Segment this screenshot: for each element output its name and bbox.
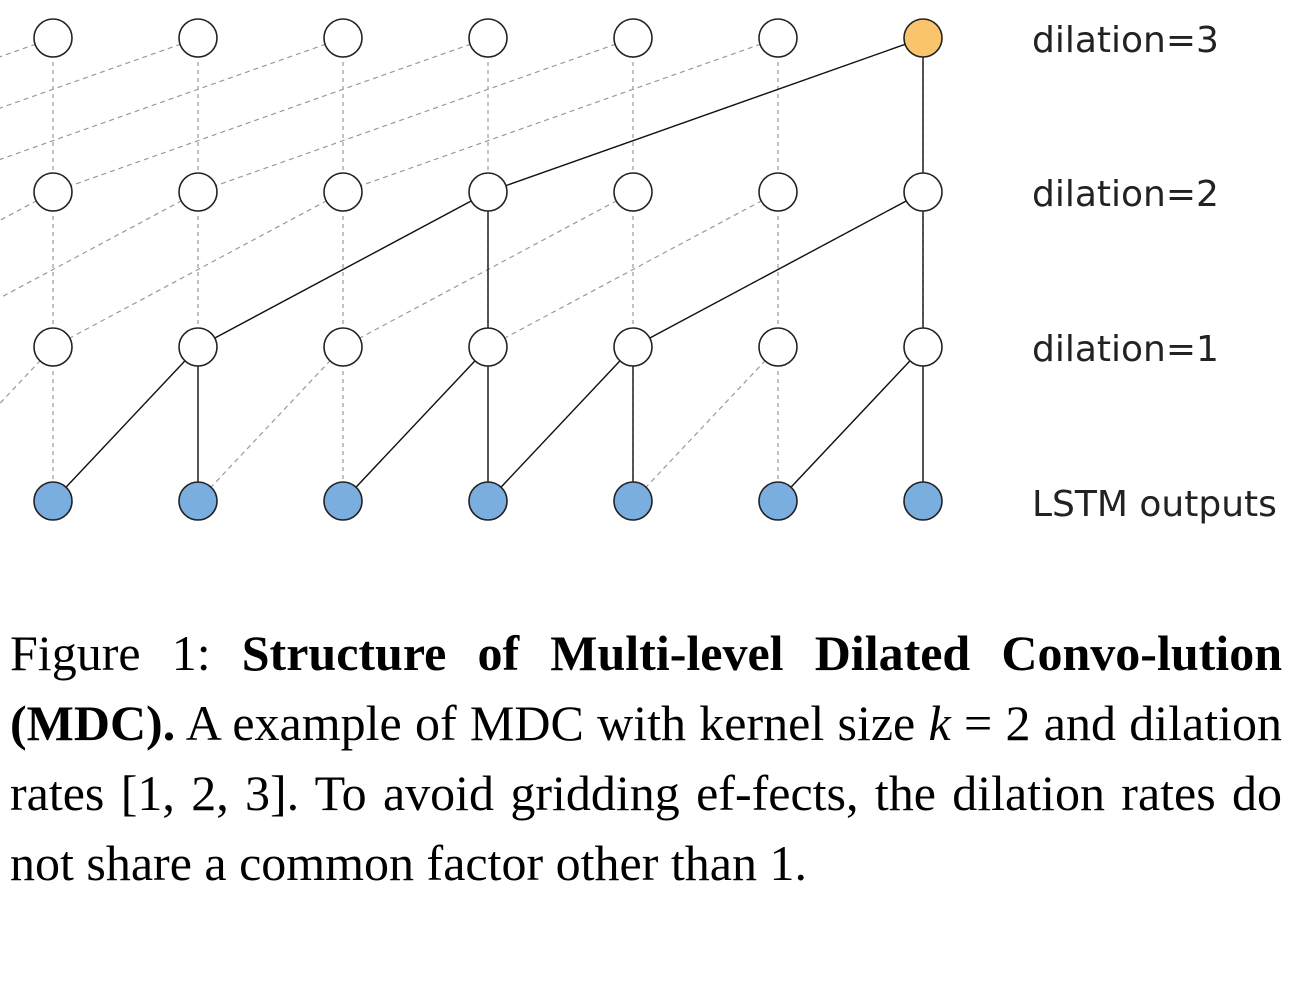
output-node: [903, 18, 943, 58]
receptive-field-edge: [777, 346, 924, 502]
caption-math-rates: [1, 2, 3]: [120, 765, 287, 821]
caption-text-b: and dilation rates: [10, 695, 1283, 821]
dashed-diagonal-edge: [0, 37, 344, 161]
label-lstm-outputs: LSTM outputs: [1032, 484, 1277, 525]
caption-math-k: k: [928, 695, 951, 751]
label-dilation-1: dilation=1: [1032, 329, 1219, 370]
label-dilation-3: dilation=3: [1032, 20, 1219, 61]
hidden-node: [323, 172, 363, 212]
hidden-node: [903, 327, 943, 367]
hidden-node: [613, 327, 653, 367]
hidden-node: [758, 172, 798, 212]
caption-prefix: Figure 1:: [10, 625, 242, 681]
caption-text-a: A example of MDC with kernel size: [175, 695, 929, 751]
mdc-diagram: dilation=3 dilation=2 dilation=1 LSTM ou…: [0, 18, 1277, 525]
hidden-node: [468, 18, 508, 58]
lstm-output-node: [33, 481, 73, 521]
receptive-field-edge: [197, 191, 489, 348]
hidden-node: [178, 327, 218, 367]
hidden-node: [33, 172, 73, 212]
hidden-node: [468, 327, 508, 367]
figure-caption: Figure 1: Structure of Multi-level Dilat…: [10, 618, 1282, 898]
dashed-diagonal-edge: [197, 346, 344, 502]
lstm-output-node: [468, 481, 508, 521]
dashed-diagonal-edge: [0, 191, 54, 222]
hidden-node: [178, 172, 218, 212]
lstm-output-node: [613, 481, 653, 521]
dashed-diagonal-edge: [487, 191, 779, 348]
hidden-node: [468, 172, 508, 212]
lstm-output-node: [903, 481, 943, 521]
hidden-node: [323, 18, 363, 58]
dashed-diagonal-edge: [342, 37, 779, 193]
dashed-diagonal-edge: [52, 37, 489, 193]
caption-text-c: . To avoid gridding ef-fects, the dilati…: [10, 765, 1282, 891]
dashed-diagonal-edge: [0, 346, 54, 405]
dashed-diagonal-edge: [52, 191, 344, 348]
receptive-field-edge: [487, 37, 924, 193]
hidden-node: [758, 327, 798, 367]
level-labels: dilation=3 dilation=2 dilation=1 LSTM ou…: [1032, 20, 1277, 525]
solid-edges: [52, 37, 924, 502]
lstm-output-node: [758, 481, 798, 521]
dashed-diagonal-edge: [0, 37, 199, 109]
hidden-node: [33, 18, 73, 58]
receptive-field-edge: [52, 346, 199, 502]
hidden-node: [903, 172, 943, 212]
dashed-edges: [0, 37, 924, 502]
lstm-output-node: [178, 481, 218, 521]
caption-text-eq: = 2: [950, 695, 1031, 751]
hidden-node: [613, 172, 653, 212]
hidden-node: [613, 18, 653, 58]
lstm-output-node: [323, 481, 363, 521]
receptive-field-edge: [487, 346, 634, 502]
receptive-field-edge: [632, 191, 924, 348]
hidden-node: [33, 327, 73, 367]
hidden-node: [178, 18, 218, 58]
hidden-node: [323, 327, 363, 367]
dashed-diagonal-edge: [632, 346, 779, 502]
caption-title: Structure of Multi-level Dilated Convo-l…: [10, 625, 1283, 751]
dashed-diagonal-edge: [197, 37, 634, 193]
dashed-diagonal-edge: [0, 191, 199, 299]
label-dilation-2: dilation=2: [1032, 174, 1219, 215]
receptive-field-edge: [342, 346, 489, 502]
nodes: [33, 18, 943, 521]
dashed-diagonal-edge: [0, 37, 54, 58]
hidden-node: [758, 18, 798, 58]
